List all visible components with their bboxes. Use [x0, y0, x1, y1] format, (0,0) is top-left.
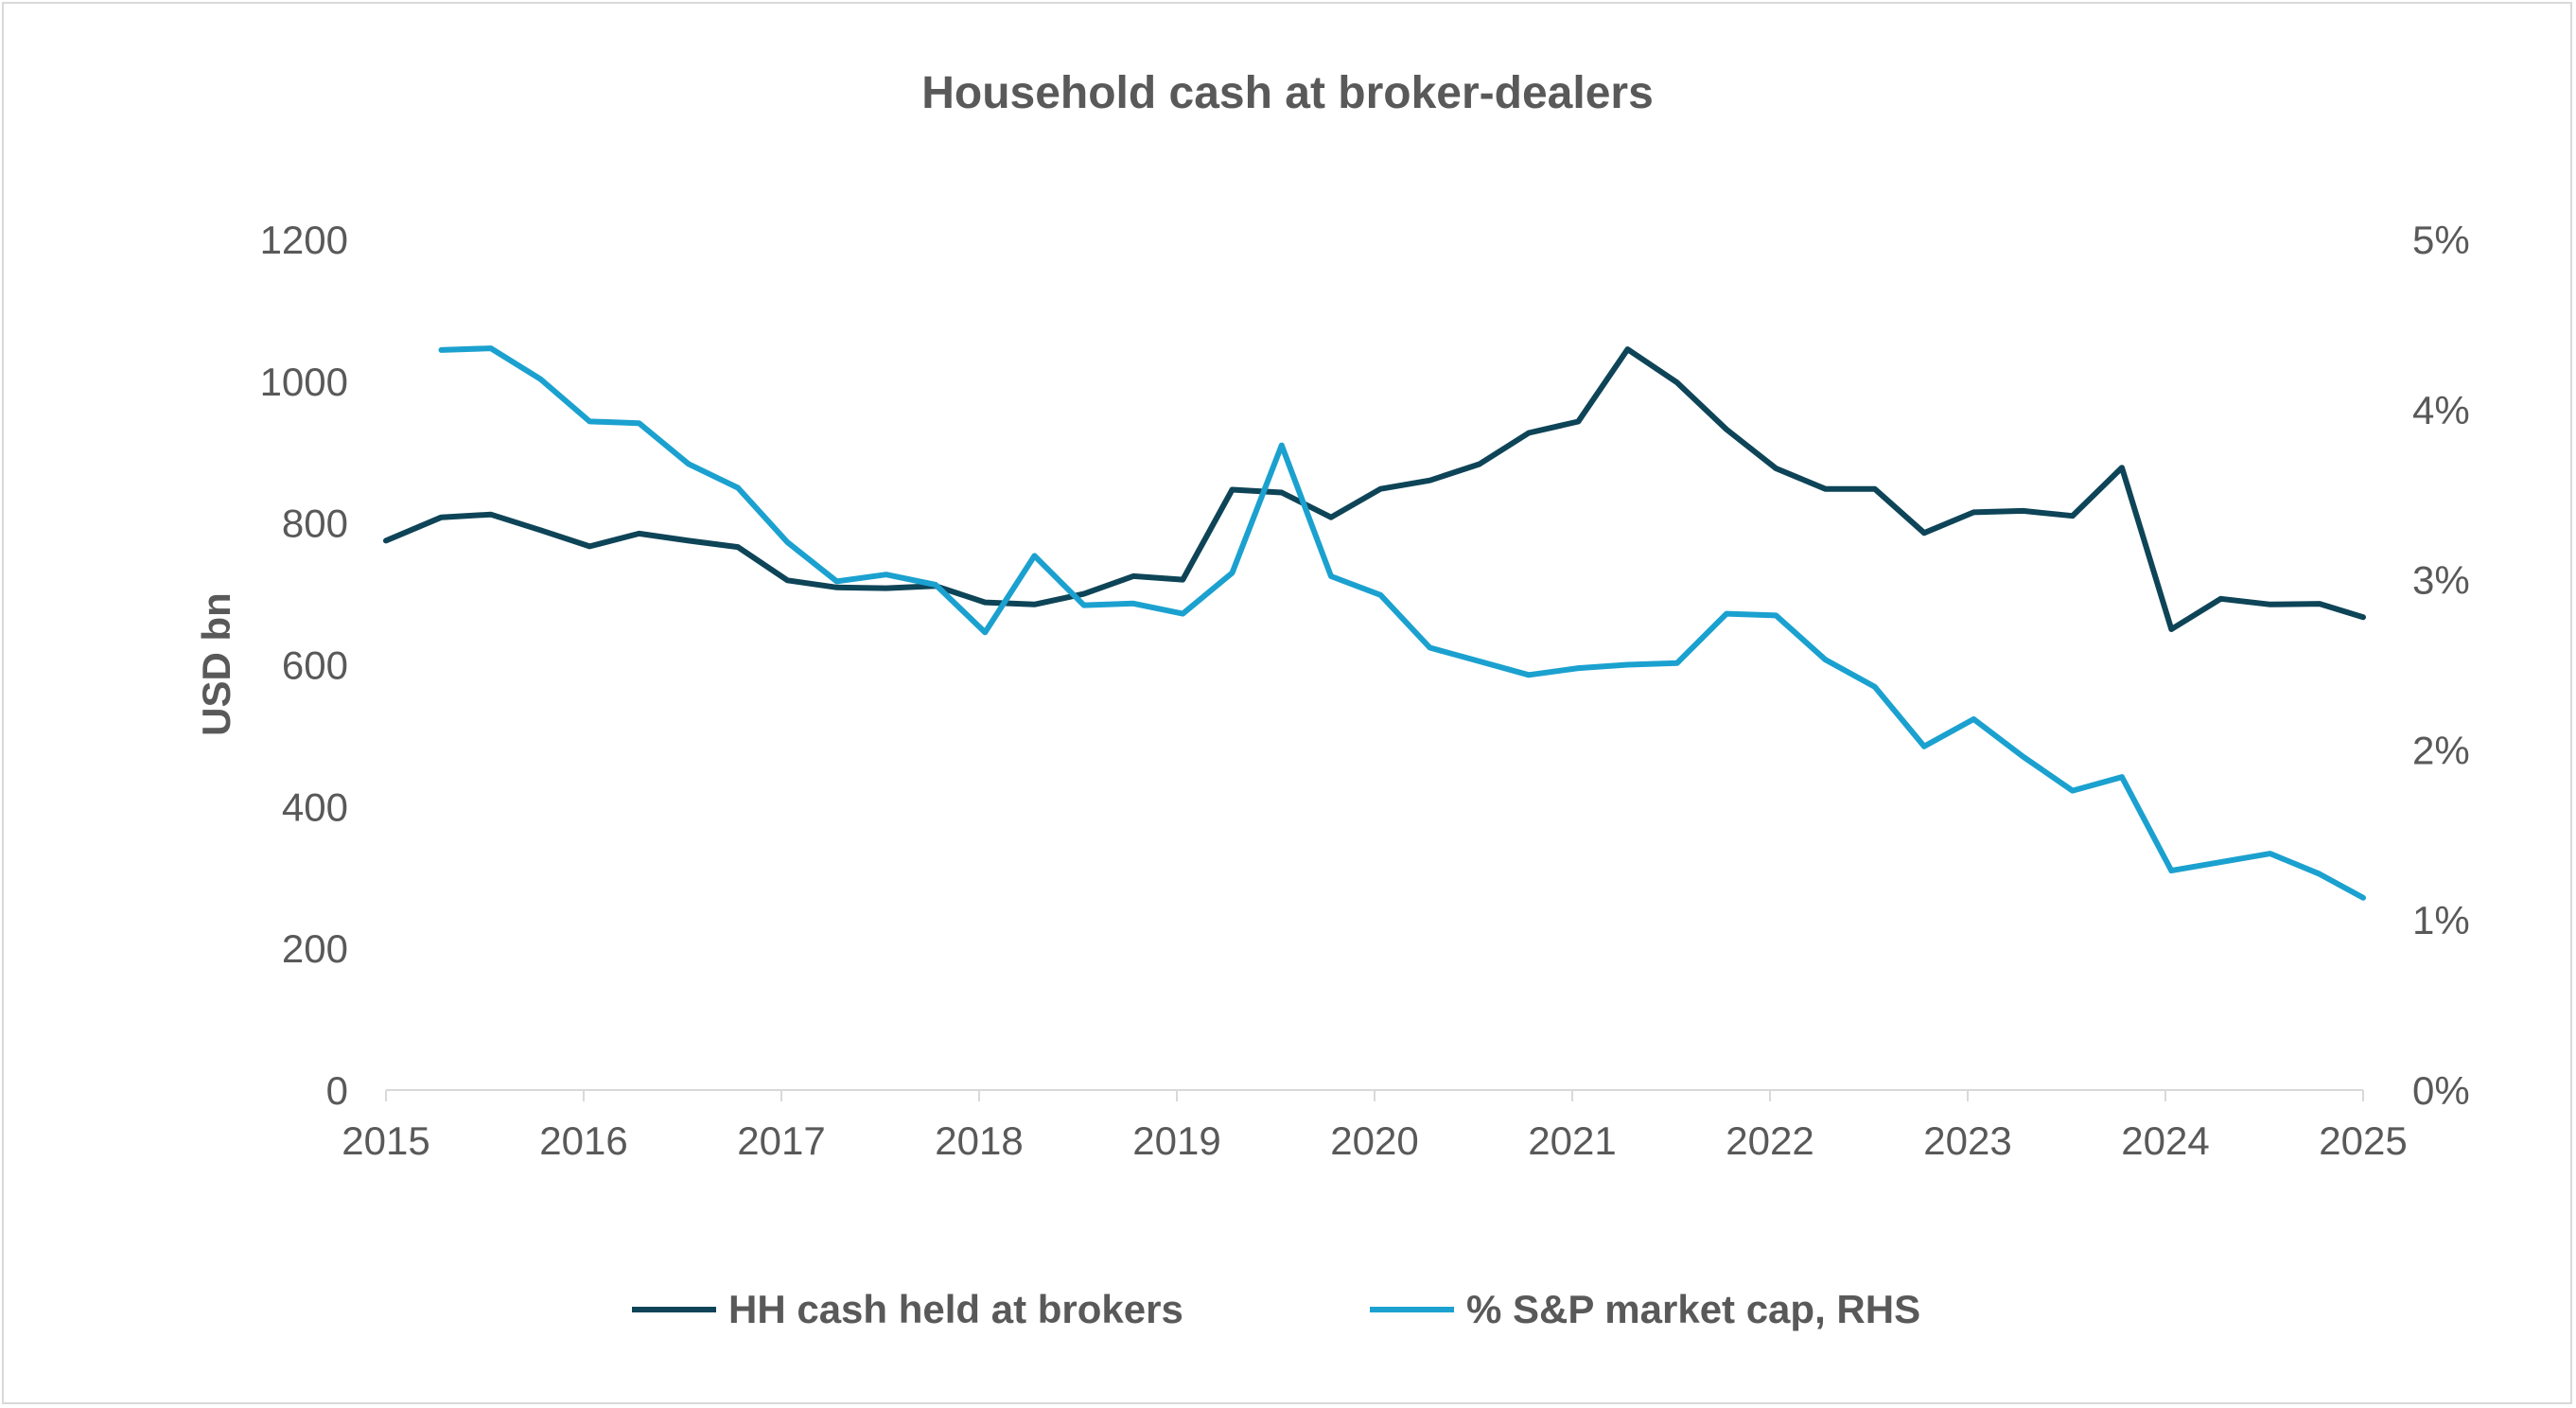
x-tick-label: 2025 [2319, 1118, 2407, 1163]
x-tick-marks [385, 1090, 2364, 1101]
legend: HH cash held at brokers % S&P market cap… [632, 1287, 1920, 1331]
x-tick-label: 2016 [539, 1118, 627, 1163]
series-lines [383, 345, 2366, 901]
y2-tick-label: 4% [2412, 388, 2470, 432]
y2-tick-label: 5% [2412, 218, 2470, 262]
x-tick-label: 2021 [1528, 1118, 1616, 1163]
legend-label-hh-cash: HH cash held at brokers [728, 1287, 1183, 1331]
y2-tick-label: 2% [2412, 728, 2470, 772]
y-tick-label: 800 [282, 502, 348, 546]
x-tick-label: 2022 [1726, 1118, 1814, 1163]
y-tick-label: 1200 [260, 218, 348, 262]
y-tick-label: 1000 [260, 360, 348, 404]
y2-tick-label: 3% [2412, 558, 2470, 603]
x-tick-labels: 2015 2016 2017 2018 2019 2020 2021 2022 2023 2024… [342, 1118, 2407, 1163]
y2-tick-label: 1% [2412, 898, 2470, 942]
y-tick-labels: 0 200 400 600 800 1000 1200 [260, 218, 348, 1113]
legend-label-sp-market-cap: % S&P market cap, RHS [1466, 1287, 1920, 1331]
y-tick-label: 400 [282, 784, 348, 829]
y-tick-label: 0 [326, 1068, 348, 1113]
y-axis-title: USD bn [194, 592, 238, 736]
chart-title: Household cash at broker-dealers [921, 68, 1654, 118]
series-line-sp-market-cap [438, 345, 2366, 901]
x-tick-label: 2015 [342, 1118, 429, 1163]
x-tick-label: 2017 [737, 1118, 825, 1163]
y2-tick-label: 0% [2412, 1068, 2470, 1113]
y-tick-label: 200 [282, 926, 348, 971]
x-tick-label: 2023 [1923, 1118, 2011, 1163]
series-line-hh-cash [383, 346, 2366, 632]
x-tick-label: 2018 [935, 1118, 1023, 1163]
y-tick-label: 600 [282, 643, 348, 688]
x-tick-label: 2020 [1330, 1118, 1418, 1163]
x-tick-label: 2024 [2121, 1118, 2209, 1163]
y2-tick-labels: 0% 1% 2% 3% 4% 5% [2412, 218, 2470, 1113]
x-tick-label: 2019 [1132, 1118, 1220, 1163]
